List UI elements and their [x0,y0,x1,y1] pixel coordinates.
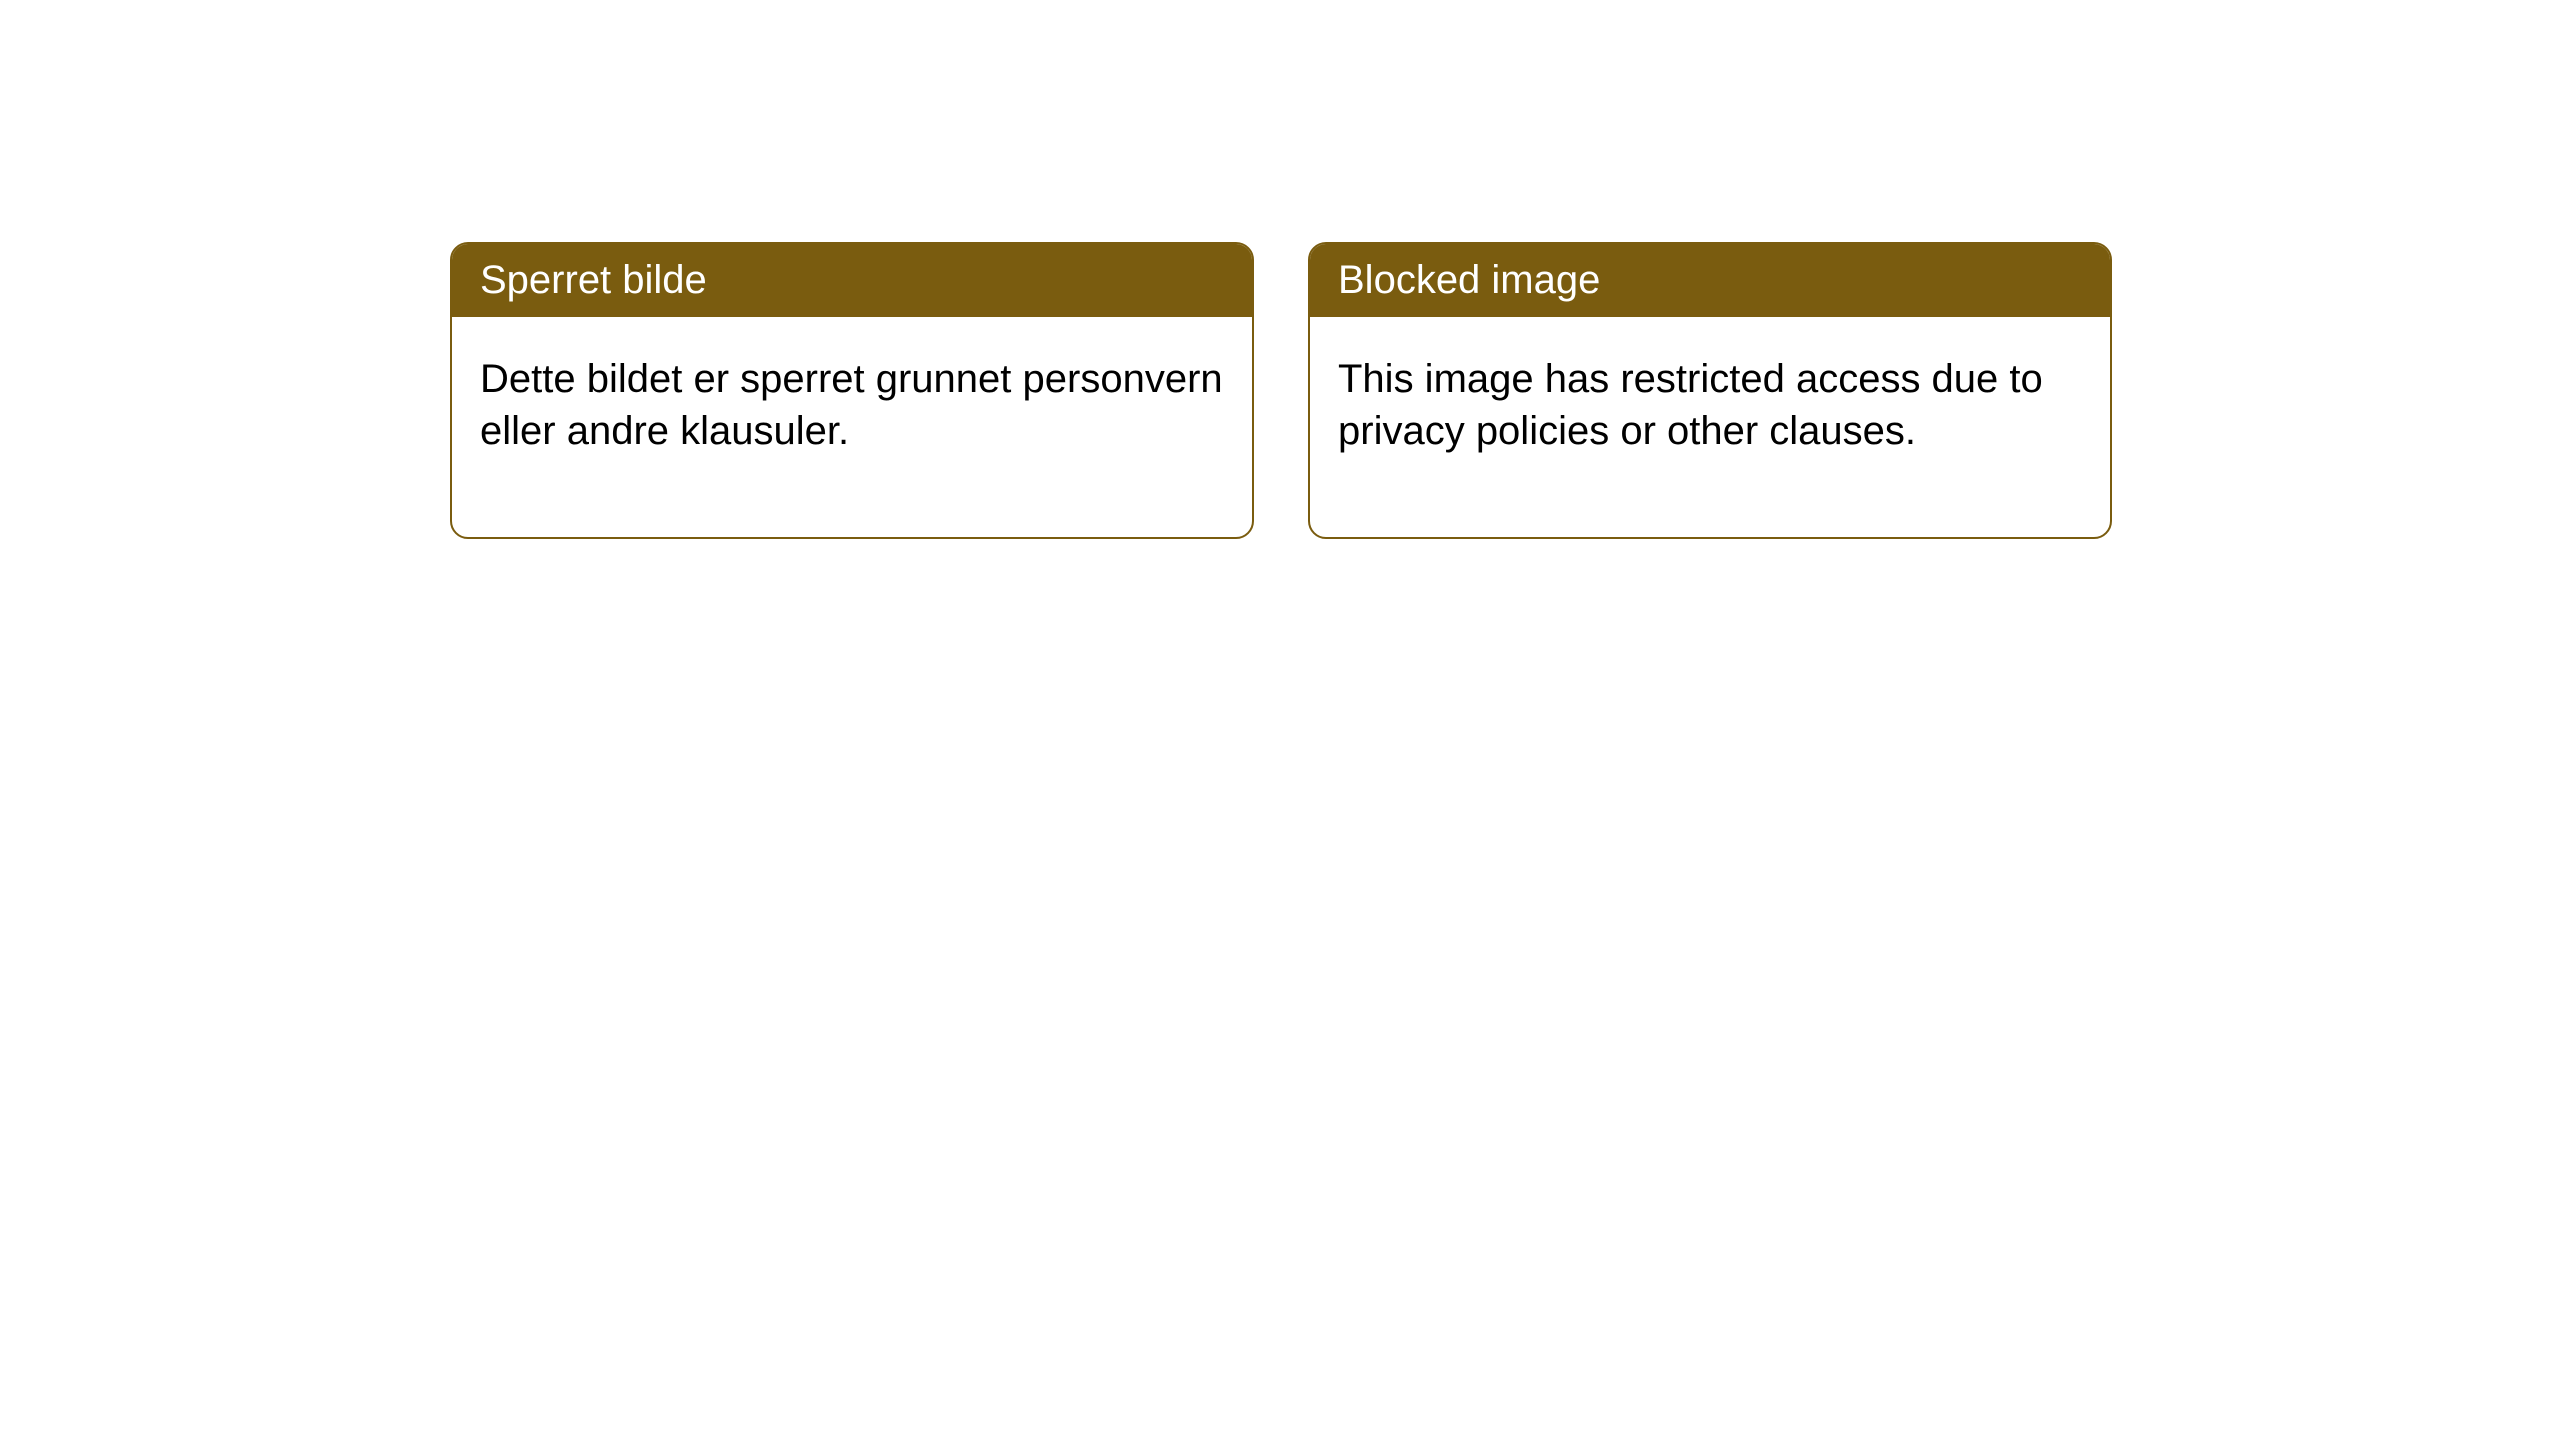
notice-body: This image has restricted access due to … [1310,317,2110,537]
notice-container: Sperret bilde Dette bildet er sperret gr… [450,242,2112,539]
notice-header: Sperret bilde [452,244,1252,317]
notice-body: Dette bildet er sperret grunnet personve… [452,317,1252,537]
notice-card-norwegian: Sperret bilde Dette bildet er sperret gr… [450,242,1254,539]
notice-header: Blocked image [1310,244,2110,317]
notice-card-english: Blocked image This image has restricted … [1308,242,2112,539]
